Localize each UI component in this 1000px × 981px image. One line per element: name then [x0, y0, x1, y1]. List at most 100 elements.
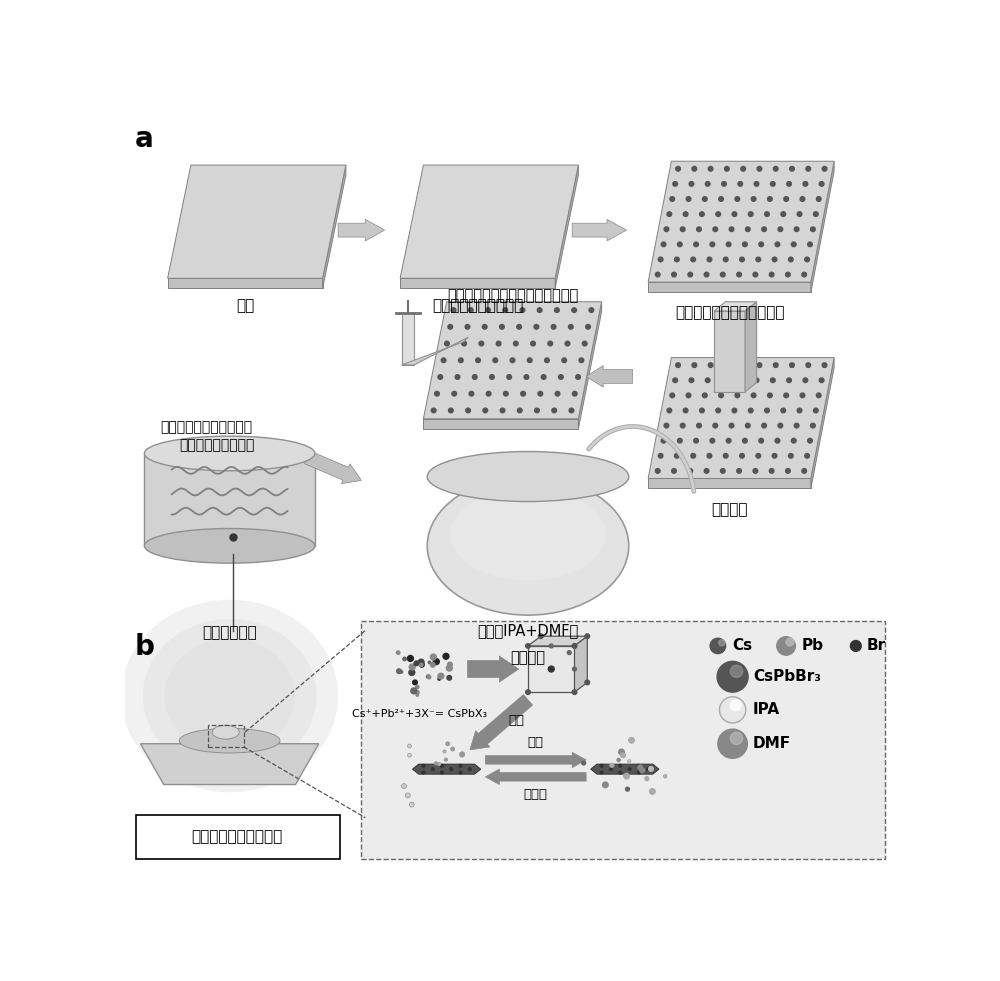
Circle shape — [548, 666, 554, 672]
Circle shape — [787, 181, 791, 186]
Polygon shape — [402, 337, 468, 365]
Circle shape — [468, 768, 471, 770]
Text: 溶剂（IPA+DMF）: 溶剂（IPA+DMF） — [477, 623, 579, 638]
Circle shape — [672, 273, 676, 277]
Circle shape — [751, 393, 756, 397]
Circle shape — [803, 181, 808, 186]
Circle shape — [645, 777, 649, 781]
Circle shape — [813, 408, 818, 413]
Circle shape — [460, 752, 464, 756]
Circle shape — [808, 242, 812, 246]
Circle shape — [788, 453, 793, 458]
Circle shape — [407, 655, 413, 661]
Circle shape — [811, 423, 815, 428]
FancyBboxPatch shape — [361, 621, 885, 859]
Circle shape — [655, 273, 660, 277]
Circle shape — [768, 393, 772, 397]
Circle shape — [409, 664, 415, 670]
Circle shape — [770, 378, 775, 383]
Polygon shape — [140, 744, 319, 785]
Circle shape — [816, 393, 821, 397]
Circle shape — [802, 273, 807, 277]
Circle shape — [797, 408, 802, 413]
Circle shape — [775, 242, 780, 246]
Circle shape — [600, 771, 603, 774]
Circle shape — [751, 197, 756, 201]
Circle shape — [775, 439, 780, 443]
Circle shape — [446, 742, 449, 746]
Circle shape — [650, 789, 655, 795]
Circle shape — [468, 308, 473, 312]
Circle shape — [716, 408, 720, 413]
Circle shape — [689, 181, 694, 186]
Circle shape — [691, 257, 695, 262]
Circle shape — [791, 439, 796, 443]
Text: Cs⁺+Pb²⁺+3X⁻= CsPbX₃: Cs⁺+Pb²⁺+3X⁻= CsPbX₃ — [352, 709, 487, 719]
Circle shape — [520, 308, 525, 312]
Circle shape — [808, 439, 812, 443]
Circle shape — [545, 358, 549, 363]
Circle shape — [420, 663, 423, 667]
Circle shape — [737, 273, 741, 277]
Circle shape — [619, 749, 624, 754]
Circle shape — [717, 661, 748, 693]
Circle shape — [443, 750, 446, 752]
Circle shape — [452, 391, 457, 396]
Circle shape — [677, 242, 682, 246]
Circle shape — [713, 423, 718, 428]
Circle shape — [448, 325, 453, 330]
Circle shape — [784, 197, 788, 201]
Circle shape — [743, 439, 747, 443]
Circle shape — [768, 197, 772, 201]
Circle shape — [661, 242, 666, 246]
Circle shape — [772, 257, 777, 262]
Circle shape — [729, 227, 734, 232]
Circle shape — [688, 469, 693, 473]
Circle shape — [500, 325, 504, 330]
Circle shape — [438, 678, 440, 680]
Circle shape — [422, 771, 425, 774]
Circle shape — [813, 212, 818, 217]
Polygon shape — [572, 220, 626, 241]
Circle shape — [753, 469, 758, 473]
Circle shape — [460, 752, 464, 757]
Circle shape — [527, 358, 532, 363]
Circle shape — [567, 650, 571, 654]
Polygon shape — [485, 769, 586, 785]
Circle shape — [541, 375, 546, 380]
Circle shape — [610, 768, 612, 770]
Circle shape — [787, 378, 791, 383]
Circle shape — [531, 341, 535, 346]
Circle shape — [790, 167, 794, 171]
Circle shape — [661, 439, 666, 443]
Circle shape — [517, 325, 521, 330]
Circle shape — [718, 729, 747, 758]
Circle shape — [710, 639, 726, 653]
Circle shape — [730, 732, 743, 745]
Polygon shape — [719, 325, 740, 369]
Circle shape — [786, 273, 790, 277]
Polygon shape — [144, 453, 315, 545]
Circle shape — [409, 802, 414, 807]
Circle shape — [759, 242, 764, 246]
Circle shape — [443, 653, 449, 659]
Circle shape — [504, 391, 508, 396]
Circle shape — [411, 688, 417, 694]
Circle shape — [573, 667, 576, 671]
Circle shape — [754, 378, 759, 383]
Text: Br: Br — [867, 639, 886, 653]
Circle shape — [664, 227, 669, 232]
Circle shape — [719, 197, 723, 201]
Text: 表面点阵图案化亲疏水硅片: 表面点阵图案化亲疏水硅片 — [675, 306, 784, 321]
Circle shape — [647, 768, 650, 770]
Polygon shape — [591, 764, 659, 774]
Circle shape — [664, 423, 669, 428]
Circle shape — [676, 167, 680, 171]
Ellipse shape — [121, 599, 338, 793]
Polygon shape — [555, 165, 578, 288]
Polygon shape — [648, 161, 834, 283]
Circle shape — [723, 257, 728, 262]
Text: IPA: IPA — [753, 702, 780, 717]
Circle shape — [772, 453, 777, 458]
Polygon shape — [400, 279, 555, 288]
